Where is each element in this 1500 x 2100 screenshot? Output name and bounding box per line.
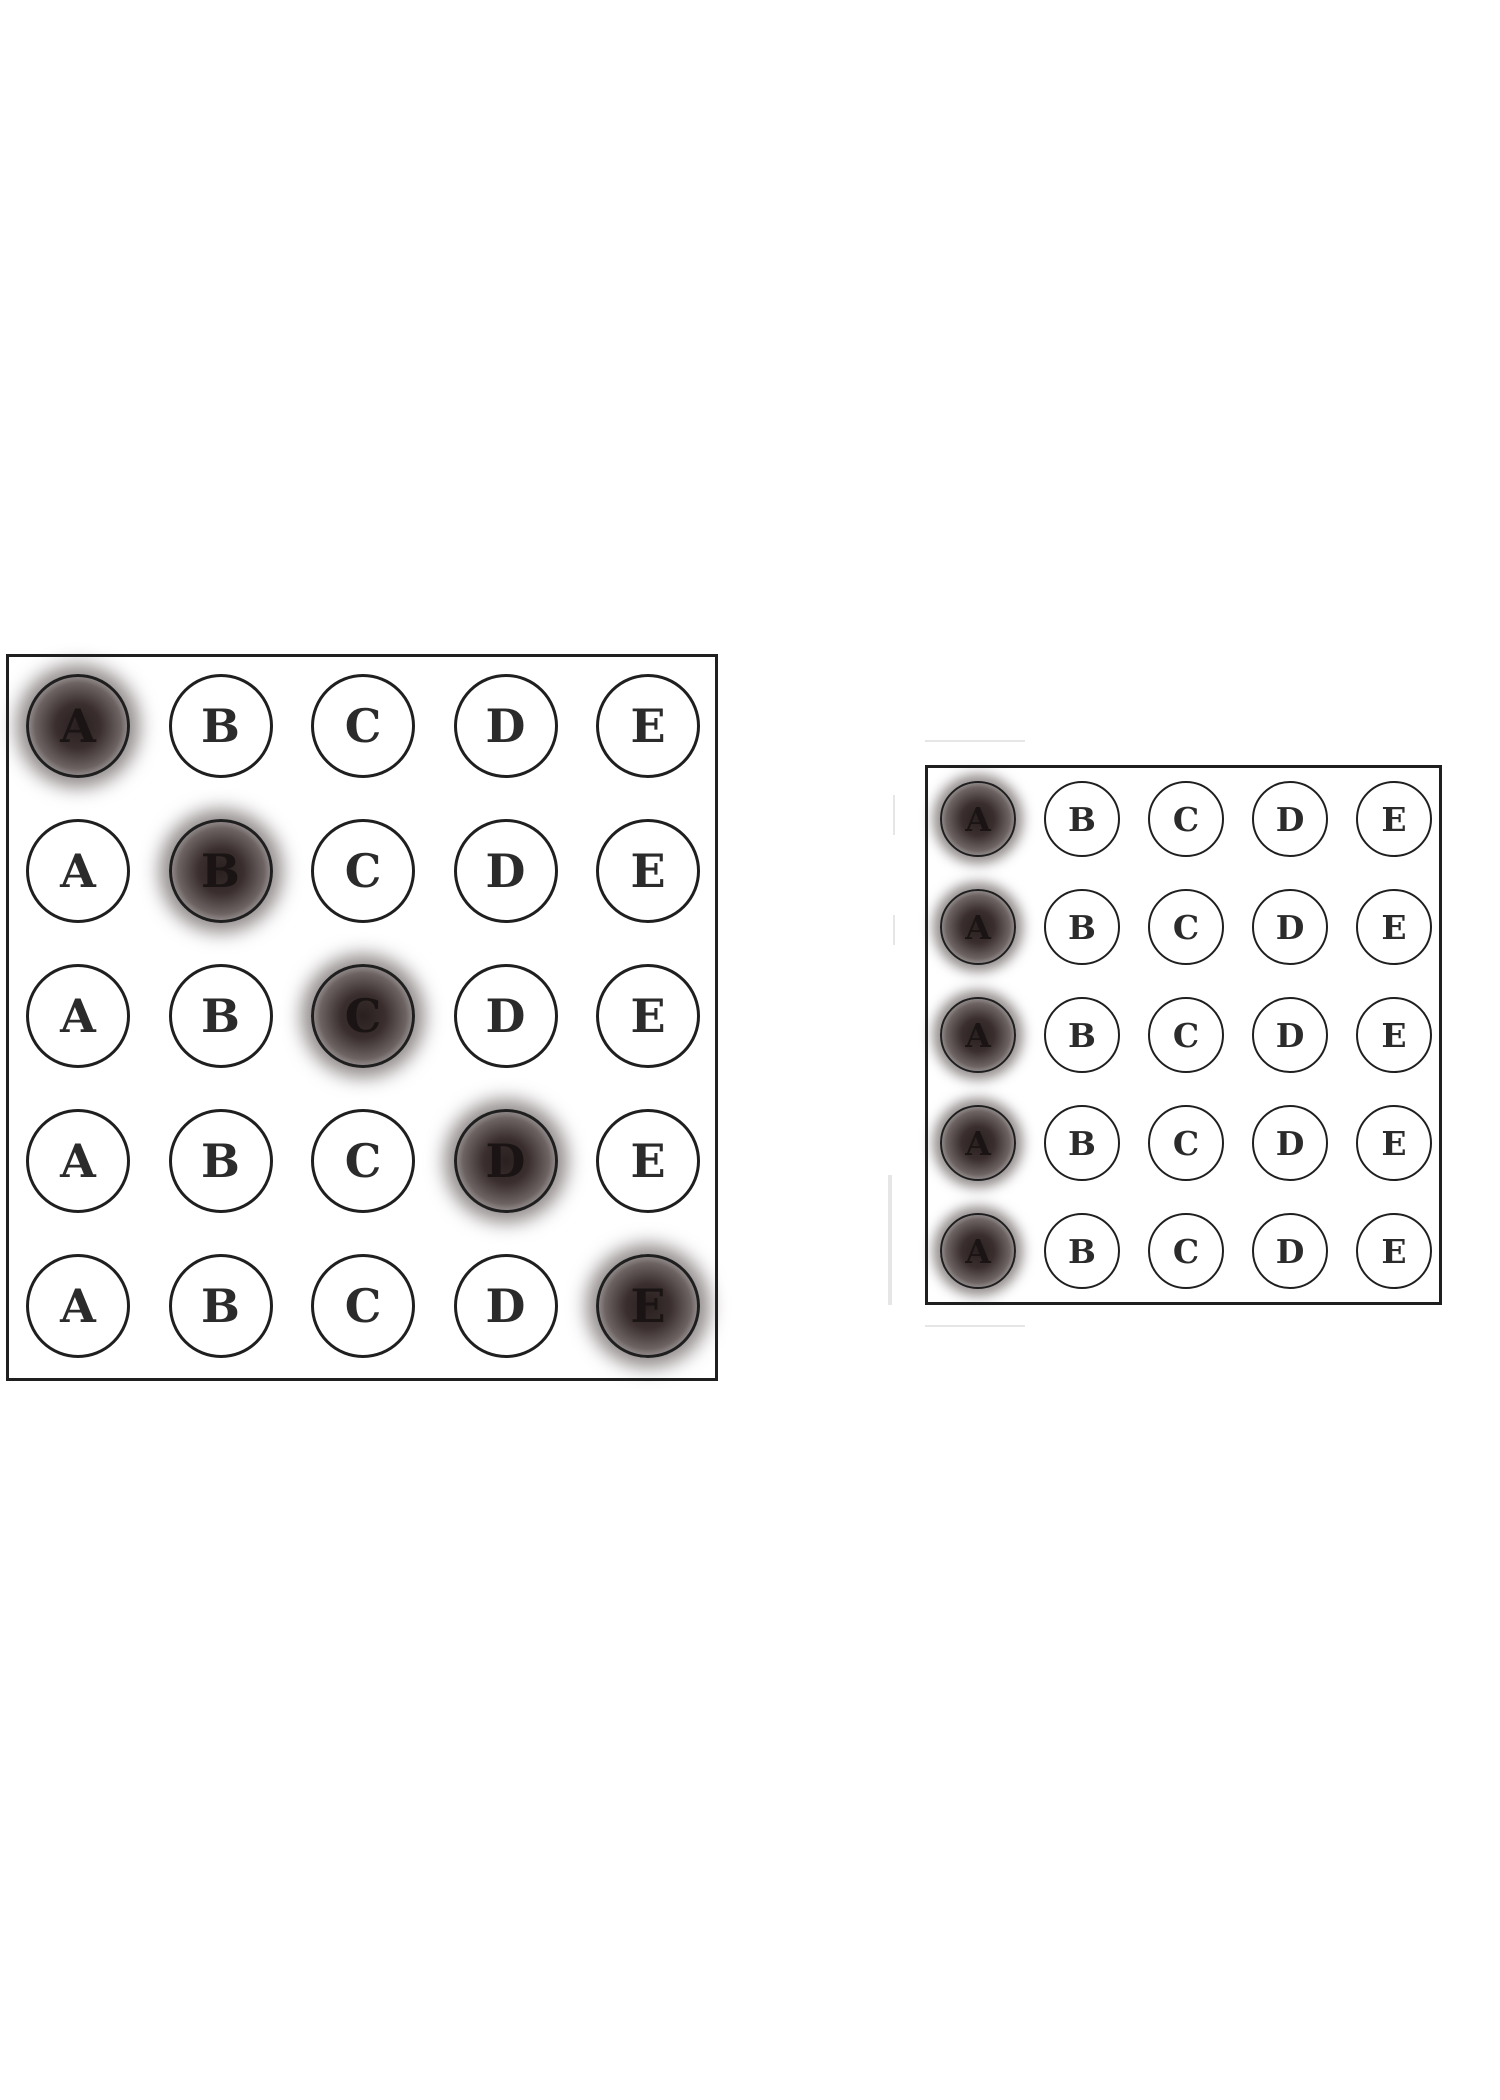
bubble-e: E [596,674,700,778]
bubble-a: A [26,1109,130,1213]
bubble-c: C [311,819,415,923]
bubble-c: C [1148,781,1224,857]
bubble-e: E [1356,1213,1432,1289]
bubble-b: B [169,964,273,1068]
scan-edge-mark [888,1175,892,1305]
bubble-b-filled: B [169,819,273,923]
bubble-a-filled: A [940,889,1016,965]
bubble-b: B [1044,781,1120,857]
bubble-c: C [1148,1213,1224,1289]
bubble-d: D [1252,997,1328,1073]
bubble-a-filled: A [940,1213,1016,1289]
scan-edge-mark [893,795,895,835]
bubble-d: D [1252,889,1328,965]
bubble-d: D [454,819,558,923]
bubble-e: E [1356,997,1432,1073]
bubble-a-filled: A [26,674,130,778]
bubble-d: D [454,1254,558,1358]
bubble-a: A [26,1254,130,1358]
bubble-d: D [1252,1105,1328,1181]
bubble-a-filled: A [940,1105,1016,1181]
bubble-d-filled: D [454,1109,558,1213]
bubble-b: B [1044,997,1120,1073]
bubble-e-filled: E [596,1254,700,1358]
bubble-a-filled: A [940,781,1016,857]
bubble-d: D [454,964,558,1068]
bubble-c: C [1148,889,1224,965]
bubble-c: C [311,674,415,778]
bubble-a-filled: A [940,997,1016,1073]
bubble-e: E [1356,1105,1432,1181]
bubble-d: D [1252,1213,1328,1289]
bubble-e: E [1356,889,1432,965]
bubble-c-filled: C [311,964,415,1068]
bubble-e: E [1356,781,1432,857]
bubble-e: E [596,819,700,923]
scan-edge-mark [893,915,895,945]
bubble-b: B [1044,889,1120,965]
bubble-b: B [169,1109,273,1213]
bubble-b: B [1044,1213,1120,1289]
bubble-b: B [169,1254,273,1358]
bubble-b: B [169,674,273,778]
scan-edge-mark [925,740,1025,742]
bubble-e: E [596,964,700,1068]
bubble-c: C [1148,1105,1224,1181]
bubble-e: E [596,1109,700,1213]
bubble-c: C [311,1109,415,1213]
bubble-d: D [454,674,558,778]
bubble-a: A [26,964,130,1068]
bubble-b: B [1044,1105,1120,1181]
bubble-c: C [311,1254,415,1358]
bubble-c: C [1148,997,1224,1073]
bubble-d: D [1252,781,1328,857]
scan-edge-mark [925,1325,1025,1327]
bubble-a: A [26,819,130,923]
